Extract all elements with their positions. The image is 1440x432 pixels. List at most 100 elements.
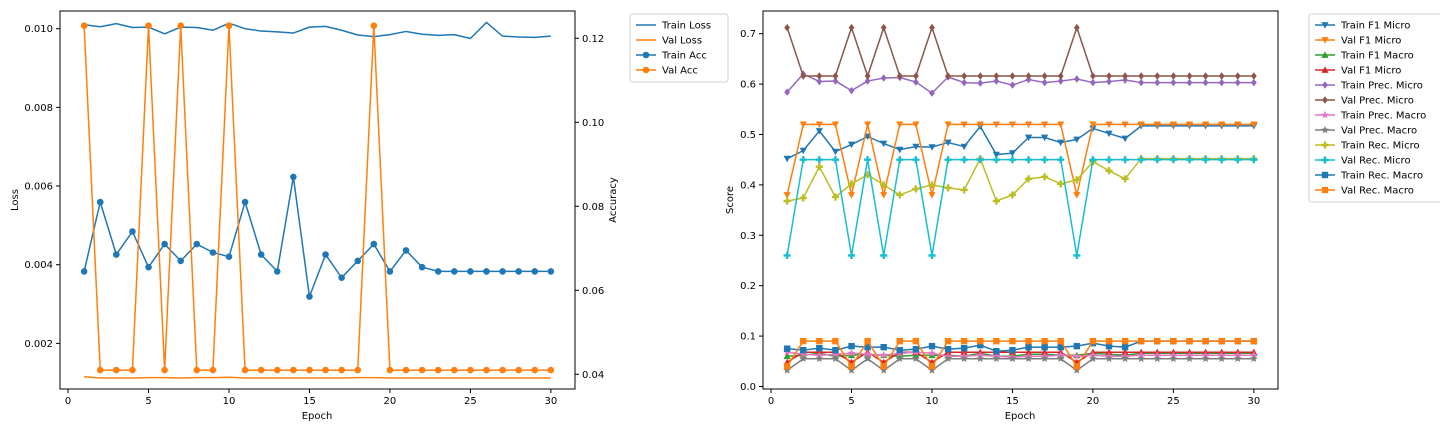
data-point-val-f1-micro — [1250, 121, 1258, 128]
data-point-val-acc — [209, 366, 217, 374]
score-x-tick-label: 30 — [1247, 396, 1260, 407]
data-point-val-prec-micro — [1202, 72, 1209, 80]
loss-accuracy-x-axis-label: Epoch — [302, 411, 333, 422]
data-point-train-rec-macro — [816, 344, 823, 352]
loss-accuracy-legend-entry: Train Loss — [636, 21, 711, 32]
series-val-rec-micro-9 — [783, 156, 1258, 260]
loss-accuracy-plot-frame — [59, 10, 576, 390]
data-point-train-f1-micro — [960, 143, 968, 151]
data-point-val-rec-macro — [928, 363, 936, 370]
data-point-train-rec-micro — [1105, 167, 1113, 175]
data-point-val-prec-macro — [911, 354, 920, 363]
data-point-val-rec-macro — [993, 337, 1000, 345]
series-line-val-prec-macro — [786, 358, 1254, 372]
data-point-val-rec-macro — [1186, 337, 1193, 345]
loss-accuracy-legend-entry: Val Acc — [636, 66, 698, 77]
legend-marker-val-f1-micro — [1321, 37, 1329, 44]
legend-marker-train-f1-micro — [1321, 22, 1329, 29]
data-point-train-acc — [209, 249, 217, 256]
score-x-tick-label: 10 — [926, 396, 939, 407]
data-point-train-rec-macro — [880, 343, 887, 351]
loss-accuracy-x-tick-label: 5 — [145, 396, 151, 407]
data-point-val-acc — [386, 366, 394, 374]
data-point-train-rec-macro — [848, 342, 855, 350]
data-point-train-acc — [225, 253, 233, 260]
data-point-val-prec-micro — [1009, 72, 1016, 80]
data-point-train-prec-micro — [1106, 77, 1112, 86]
data-point-train-prec-micro — [1234, 78, 1241, 87]
data-point-train-rec-micro — [928, 181, 936, 189]
loss-accuracy-right-y-tick-label: 0.12 — [582, 34, 604, 45]
data-point-train-acc — [177, 257, 185, 265]
data-point-train-rec-micro — [992, 197, 1000, 205]
series-val-prec-macro-7 — [783, 354, 1258, 374]
data-point-train-rec-macro — [896, 346, 903, 354]
data-point-val-acc — [225, 22, 233, 30]
score-legend-entry: Val Rec. Micro — [1315, 156, 1411, 167]
data-point-val-prec-macro — [1072, 366, 1081, 374]
legend-label-train-prec-micro: Train Prec. Micro — [1340, 81, 1423, 92]
data-point-train-prec-micro — [993, 77, 1000, 85]
data-point-val-rec-macro — [880, 363, 887, 370]
data-point-val-acc — [370, 22, 378, 30]
data-point-train-acc — [547, 268, 555, 275]
data-point-train-f1-micro — [1024, 134, 1033, 142]
series-line-val-acc — [83, 24, 551, 371]
data-point-val-rec-micro — [960, 156, 968, 164]
data-point-val-f1-micro — [1169, 121, 1177, 128]
data-point-val-prec-micro — [1073, 23, 1080, 32]
data-point-train-rec-macro — [960, 344, 968, 352]
data-point-val-rec-micro — [1201, 156, 1210, 164]
data-point-train-prec-micro — [961, 78, 968, 87]
data-point-val-f1-micro — [944, 121, 952, 128]
data-point-val-prec-micro — [993, 72, 1000, 80]
data-point-val-rec-micro — [1089, 156, 1097, 164]
data-point-train-rec-macro — [977, 341, 984, 349]
data-point-val-acc — [418, 366, 426, 374]
data-point-val-f1-micro — [1105, 121, 1113, 128]
loss-accuracy-y-tick-label: 0.004 — [24, 260, 53, 271]
data-point-val-f1-micro — [1041, 121, 1049, 128]
data-point-val-rec-micro — [831, 156, 840, 164]
data-point-val-f1-micro — [815, 121, 823, 128]
data-point-train-rec-micro — [1073, 176, 1081, 184]
score-y-axis-label: Score — [725, 186, 736, 214]
data-point-train-rec-micro — [831, 193, 840, 201]
data-point-train-rec-macro — [993, 348, 1000, 355]
data-point-val-prec-micro — [913, 72, 919, 80]
loss-accuracy-legend-entry: Val Loss — [636, 36, 702, 47]
loss-accuracy-x-tick-label: 30 — [544, 396, 557, 407]
score-legend-entry: Train F1 Micro — [1315, 21, 1410, 32]
data-point-val-prec-micro — [1186, 72, 1193, 80]
data-point-val-rec-micro — [799, 156, 807, 164]
data-point-train-rec-micro — [1057, 180, 1065, 188]
data-point-val-rec-micro — [1137, 156, 1145, 164]
data-point-val-f1-micro — [1153, 121, 1161, 128]
data-point-val-prec-macro — [831, 354, 840, 363]
data-point-val-prec-micro — [816, 72, 823, 80]
data-point-train-acc — [161, 240, 168, 248]
data-point-val-acc — [96, 366, 104, 374]
data-point-train-rec-macro — [864, 343, 871, 351]
loss-accuracy-series-group — [80, 21, 555, 379]
data-point-train-f1-micro — [1057, 139, 1065, 147]
score-y-tick-label: 0.0 — [740, 382, 756, 393]
data-point-val-f1-micro — [976, 121, 984, 128]
legend-label-val-prec-micro: Val Prec. Micro — [1341, 96, 1414, 107]
data-point-train-acc — [338, 274, 345, 282]
data-point-train-rec-macro — [1105, 342, 1113, 350]
data-point-val-prec-micro — [1025, 72, 1032, 80]
score-y-tick-label: 0.1 — [740, 332, 756, 343]
data-point-train-f1-micro — [896, 146, 904, 154]
data-point-train-rec-micro — [896, 191, 904, 199]
data-point-train-acc — [129, 228, 136, 235]
data-point-val-rec-macro — [1009, 337, 1016, 345]
data-point-val-f1-micro — [880, 192, 888, 199]
data-point-train-prec-micro — [1138, 78, 1145, 87]
data-point-train-acc — [354, 257, 362, 265]
data-point-val-f1-micro — [1185, 121, 1194, 128]
data-point-val-f1-micro — [1234, 121, 1242, 128]
data-point-val-rec-macro — [1073, 363, 1081, 370]
loss-accuracy-y-tick-label: 0.010 — [24, 24, 53, 35]
data-point-train-acc — [434, 268, 442, 275]
